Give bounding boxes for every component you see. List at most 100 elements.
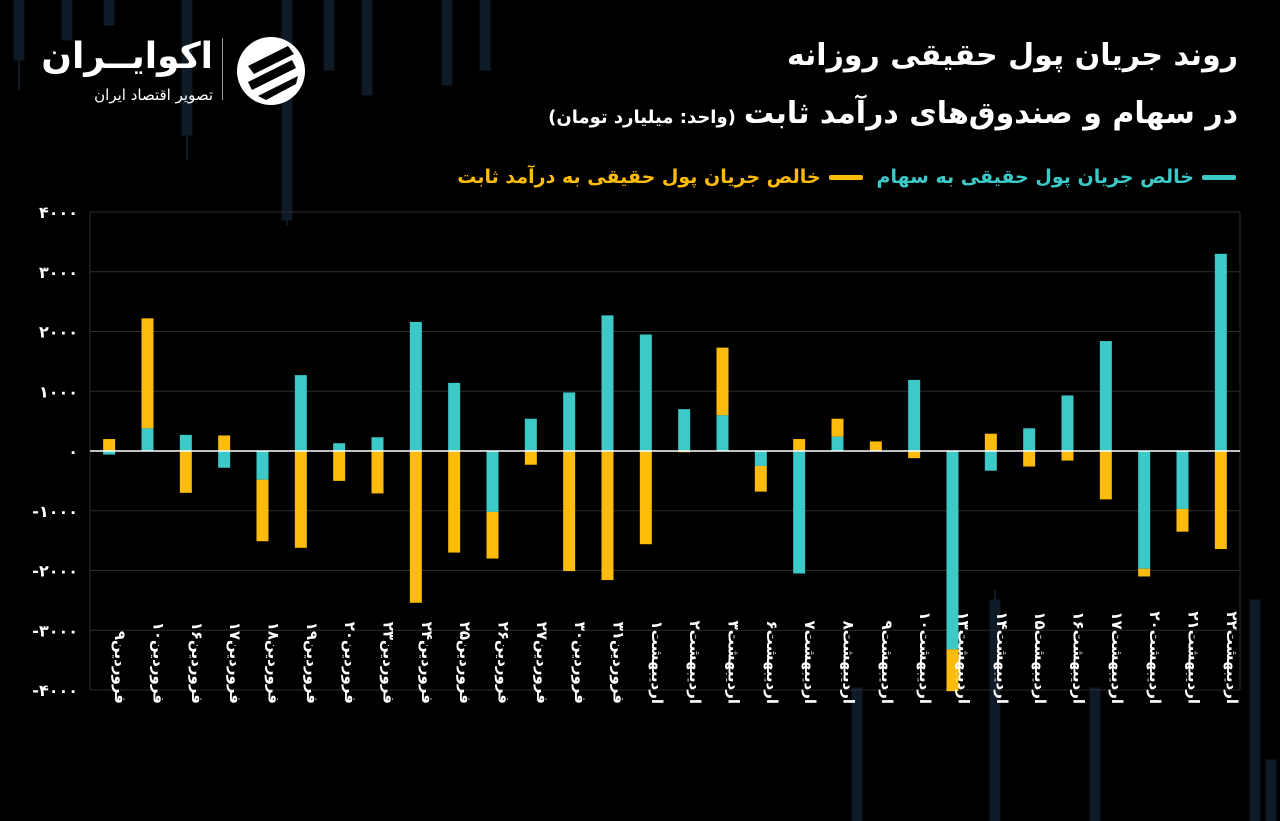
bar-fixed-income [601,451,614,581]
brand-tagline: تصویر اقتصاد ایران [94,86,213,104]
y-tick-label: -۳۰۰۰ [32,621,78,640]
legend-label-fixed-income: خالص جریان پول حقیقی به درآمد ثابت [457,166,821,188]
chart-subtitle: در سهام و صندوق‌های درآمد ثابت (واحد: میل… [548,96,1238,131]
x-tick-label: فروردین۱۹ [303,622,321,704]
bar-stocks [486,451,499,512]
bar-stocks [754,451,767,466]
bar-fixed-income [1176,508,1189,532]
bar-fixed-income [908,451,921,459]
bar-stocks [409,321,422,451]
bar-fixed-income [141,318,154,429]
bar-stocks [1099,341,1112,451]
bar-stocks [1061,395,1074,451]
bar-fixed-income [639,451,652,545]
x-tick-label: فروردین۲۴ [418,622,436,704]
bar-stocks [448,382,461,451]
x-tick-label: فروردین۱۸ [265,622,283,704]
bar-fixed-income [409,451,422,603]
x-tick-label: اردیبهشت۹ [878,621,896,704]
bar-fixed-income [563,451,576,572]
x-tick-label: فروردین۱۰ [150,622,168,704]
bar-stocks [141,428,154,451]
x-tick-label: فروردین۹ [111,631,129,704]
bar-stocks [333,443,346,451]
bar-fixed-income [448,451,461,553]
x-tick-label: اردیبهشت۱۶ [1070,611,1088,704]
x-tick-label: فروردین۲۰ [341,622,359,704]
bar-stocks [1138,451,1151,569]
chart-legend: خالص جریان پول حقیقی به سهام خالص جریان … [443,166,1236,188]
legend-swatch-stocks [1202,174,1236,180]
y-tick-label: -۱۰۰۰ [32,502,78,521]
x-tick-label: اردیبهشت۲۲ [1223,611,1241,704]
y-tick-label: -۴۰۰۰ [32,681,78,700]
chart-subtitle-text: در سهام و صندوق‌های درآمد ثابت [743,96,1238,131]
x-tick-label: اردیبهشت۱۷ [1108,611,1126,704]
bar-stocks [831,436,844,451]
bar-fixed-income [1023,451,1036,467]
bar-fixed-income [946,649,959,692]
y-tick-label: ۴۰۰۰ [39,203,78,222]
x-tick-label: فروردین۳۱ [610,622,628,704]
x-tick-label: اردیبهشت۱۴ [993,611,1011,704]
unit-label: (واحد: میلیارد تومان) [548,107,736,128]
brand-logo: اکوایــران تصویر اقتصاد ایران [41,36,318,116]
bar-fixed-income [179,451,192,493]
bar-stocks [793,451,806,574]
legend-label-stocks: خالص جریان پول حقیقی به سهام [876,166,1194,188]
legend-item-fixed-income: خالص جریان پول حقیقی به درآمد ثابت [457,166,863,188]
x-tick-label: فروردین۳۰ [571,622,589,704]
bar-fixed-income [793,439,806,451]
x-tick-label: فروردین۲۵ [456,622,474,704]
x-tick-label: فروردین۲۳ [380,622,398,704]
bar-fixed-income [1214,451,1227,549]
x-tick-label: اردیبهشت۱۵ [1031,611,1049,704]
x-tick-label: اردیبهشت۱۰ [916,611,934,704]
x-tick-label: اردیبهشت۱ [648,621,666,704]
legend-item-stocks: خالص جریان پول حقیقی به سهام [877,166,1236,188]
bar-stocks [678,409,691,451]
logo-divider [222,38,223,100]
bar-stocks [371,437,384,451]
bar-stocks [639,334,652,451]
bar-stocks [1214,253,1227,451]
x-tick-label: اردیبهشت۲۰ [1146,611,1164,704]
y-tick-label: ۱۰۰۰ [39,382,78,401]
bar-fixed-income [831,418,844,437]
bar-fixed-income [1099,451,1112,500]
bar-fixed-income [256,479,269,542]
bar-stocks [601,315,614,451]
x-tick-label: فروردین۲۷ [533,622,551,704]
bar-fixed-income [333,451,346,481]
bar-stocks [179,434,192,451]
bar-fixed-income [103,439,116,451]
bar-stocks [1023,428,1036,451]
x-tick-label: اردیبهشت۲۱ [1185,611,1203,704]
chart-title: روند جریان پول حقیقی روزانه [786,38,1238,73]
bar-stocks [103,451,116,455]
bar-stocks [946,451,959,650]
brand-mark-icon [237,37,305,105]
y-tick-label: ۰ [68,442,78,461]
bar-fixed-income [524,451,537,465]
bar-fixed-income [218,435,231,451]
bar-stocks [218,451,231,468]
bar-fixed-income [869,441,882,451]
bar-stocks [908,379,921,451]
x-tick-label: فروردین۱۶ [188,622,206,704]
bar-fixed-income [486,511,499,559]
x-tick-label: اردیبهشت۸ [840,621,858,704]
brand-name: اکوایــران [41,36,213,77]
bar-fixed-income [1061,451,1074,461]
y-tick-label: ۳۰۰۰ [39,263,78,282]
bar-stocks [524,418,537,451]
x-tick-label: اردیبهشت۲ [686,621,704,704]
bar-stocks [563,392,576,451]
x-tick-label: اردیبهشت۶ [763,621,781,704]
bar-fixed-income [294,451,307,548]
bar-stocks [984,451,997,471]
legend-swatch-fixed-income [828,174,863,180]
bar-fixed-income [754,465,767,492]
bar-stocks [716,415,729,451]
